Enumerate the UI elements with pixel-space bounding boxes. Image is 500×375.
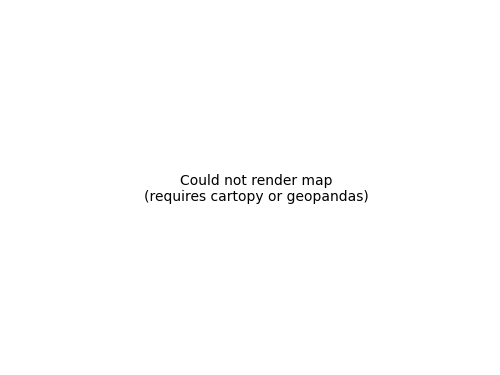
Text: Could not render map
(requires cartopy or geopandas): Could not render map (requires cartopy o…	[144, 174, 368, 204]
